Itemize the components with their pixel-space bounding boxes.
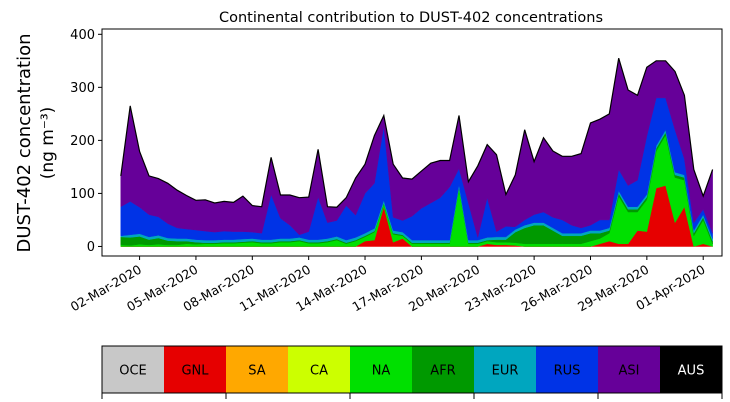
legend-label-asi: ASI	[619, 364, 640, 379]
total-line	[120, 58, 714, 208]
y-tick-label: 100	[70, 187, 95, 202]
y-tick-label: 400	[70, 28, 95, 43]
y-axis-label: DUST-402 concentration (ng m⁻³)	[14, 33, 58, 252]
legend-frame	[101, 345, 723, 394]
y-tick-label: 200	[70, 134, 95, 149]
legend-label-eur: EUR	[492, 364, 519, 379]
legend-label-oce: OCE	[119, 364, 147, 379]
total-line-group	[120, 58, 714, 208]
legend-swatch-gnl	[164, 346, 227, 393]
legend-swatch-asi	[598, 346, 661, 393]
legend: OCE GNL SA CA NA AFR EUR RUS ASI AUS	[101, 345, 723, 399]
legend-swatch-aus	[660, 346, 723, 393]
legend-swatch-oce	[102, 346, 165, 393]
legend-label-aus: AUS	[678, 364, 705, 379]
x-ticks: 02-Mar-202005-Mar-202008-Mar-202011-Mar-…	[68, 256, 708, 314]
legend-swatch-na	[350, 346, 413, 393]
y-axis-label-line1: DUST-402 concentration	[14, 33, 35, 252]
legend-label-sa: SA	[248, 364, 265, 379]
y-tick-label: 300	[70, 81, 95, 96]
legend-swatch-ca	[288, 346, 351, 393]
legend-swatch-eur	[474, 346, 537, 393]
legend-swatch-sa	[226, 346, 289, 393]
legend-label-na: NA	[372, 364, 391, 379]
y-tick-label: 0	[87, 240, 95, 255]
chart-title: Continental contribution to DUST-402 con…	[219, 10, 603, 26]
legend-label-rus: RUS	[554, 364, 581, 379]
legend-label-gnl: GNL	[181, 364, 209, 379]
plot-frame	[101, 28, 723, 257]
y-axis-label-line2: (ng m⁻³)	[38, 107, 58, 180]
y-ticks: 0 100 200 300 400	[70, 28, 102, 255]
legend-label-ca: CA	[310, 364, 328, 379]
legend-label-afr: AFR	[430, 364, 455, 379]
plot-areas	[120, 58, 713, 247]
legend-swatch-afr	[412, 346, 475, 393]
legend-swatch-rus	[536, 346, 599, 393]
